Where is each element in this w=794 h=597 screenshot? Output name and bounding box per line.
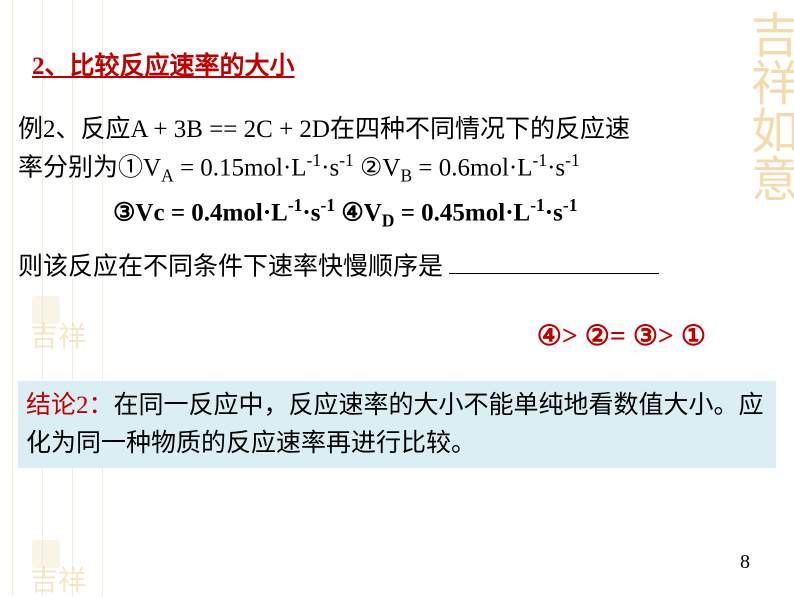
superscript: -1 xyxy=(307,150,322,170)
subscript: B xyxy=(400,166,412,186)
conclusion-text: 在同一反应中，反应速率的大小不能单纯地看数值大小。应化为同一种物质的反应速率再进… xyxy=(26,392,764,457)
text: ·s xyxy=(302,199,320,226)
problem-ask: 则该反应在不同条件下速率快慢顺序是 xyxy=(18,246,776,286)
text: ·s xyxy=(547,155,565,182)
superscript: -1 xyxy=(321,195,336,215)
section-title: 2、比较反应速率的大小 xyxy=(32,46,776,82)
conclusion-box: 结论2：在同一反应中，反应速率的大小不能单纯地看数值大小。应化为同一种物质的反应… xyxy=(18,381,776,468)
watermark-small: 吉祥 xyxy=(30,568,86,596)
superscript: -1 xyxy=(530,195,545,215)
answer-text: ④˃ ②= ③˃ ① xyxy=(18,319,706,353)
subscript: D xyxy=(382,210,395,230)
answer-blank xyxy=(449,246,659,275)
text: ·s xyxy=(545,199,563,226)
text: ④V xyxy=(341,199,381,226)
problem-line-1: 例2、反应A + 3B == 2C + 2D在四种不同情况下的反应速 xyxy=(18,112,776,148)
slide-content: 2、比较反应速率的大小 例2、反应A + 3B == 2C + 2D在四种不同情… xyxy=(0,0,794,468)
superscript: -1 xyxy=(565,150,580,170)
text: ③Vc = 0.4mol·L xyxy=(113,199,288,226)
problem-line-3: ③Vc = 0.4mol·L-1·s-1 ④VD = 0.45mol·L-1·s… xyxy=(113,193,776,234)
conclusion-label: 结论2： xyxy=(26,392,114,419)
superscript: -1 xyxy=(288,195,303,215)
page-number: 8 xyxy=(740,551,750,574)
text: 率分别为①V xyxy=(18,155,161,182)
problem-line-2: 率分别为①VA = 0.15mol·L-1·s-1 ②VB = 0.6mol·L… xyxy=(18,148,776,189)
problem-text: 例2、反应A + 3B == 2C + 2D在四种不同情况下的反应速 率分别为①… xyxy=(18,112,776,285)
text: ②V xyxy=(354,155,401,182)
superscript: -1 xyxy=(533,150,548,170)
superscript: -1 xyxy=(563,195,578,215)
subscript: A xyxy=(161,166,174,186)
text: = 0.45mol·L xyxy=(394,199,530,226)
text: = 0.6mol·L xyxy=(412,155,532,182)
text: ·s xyxy=(321,155,339,182)
text: = 0.15mol·L xyxy=(174,155,307,182)
superscript: -1 xyxy=(339,150,354,170)
text: 则该反应在不同条件下速率快慢顺序是 xyxy=(18,253,449,280)
watermark-seal xyxy=(32,540,60,568)
